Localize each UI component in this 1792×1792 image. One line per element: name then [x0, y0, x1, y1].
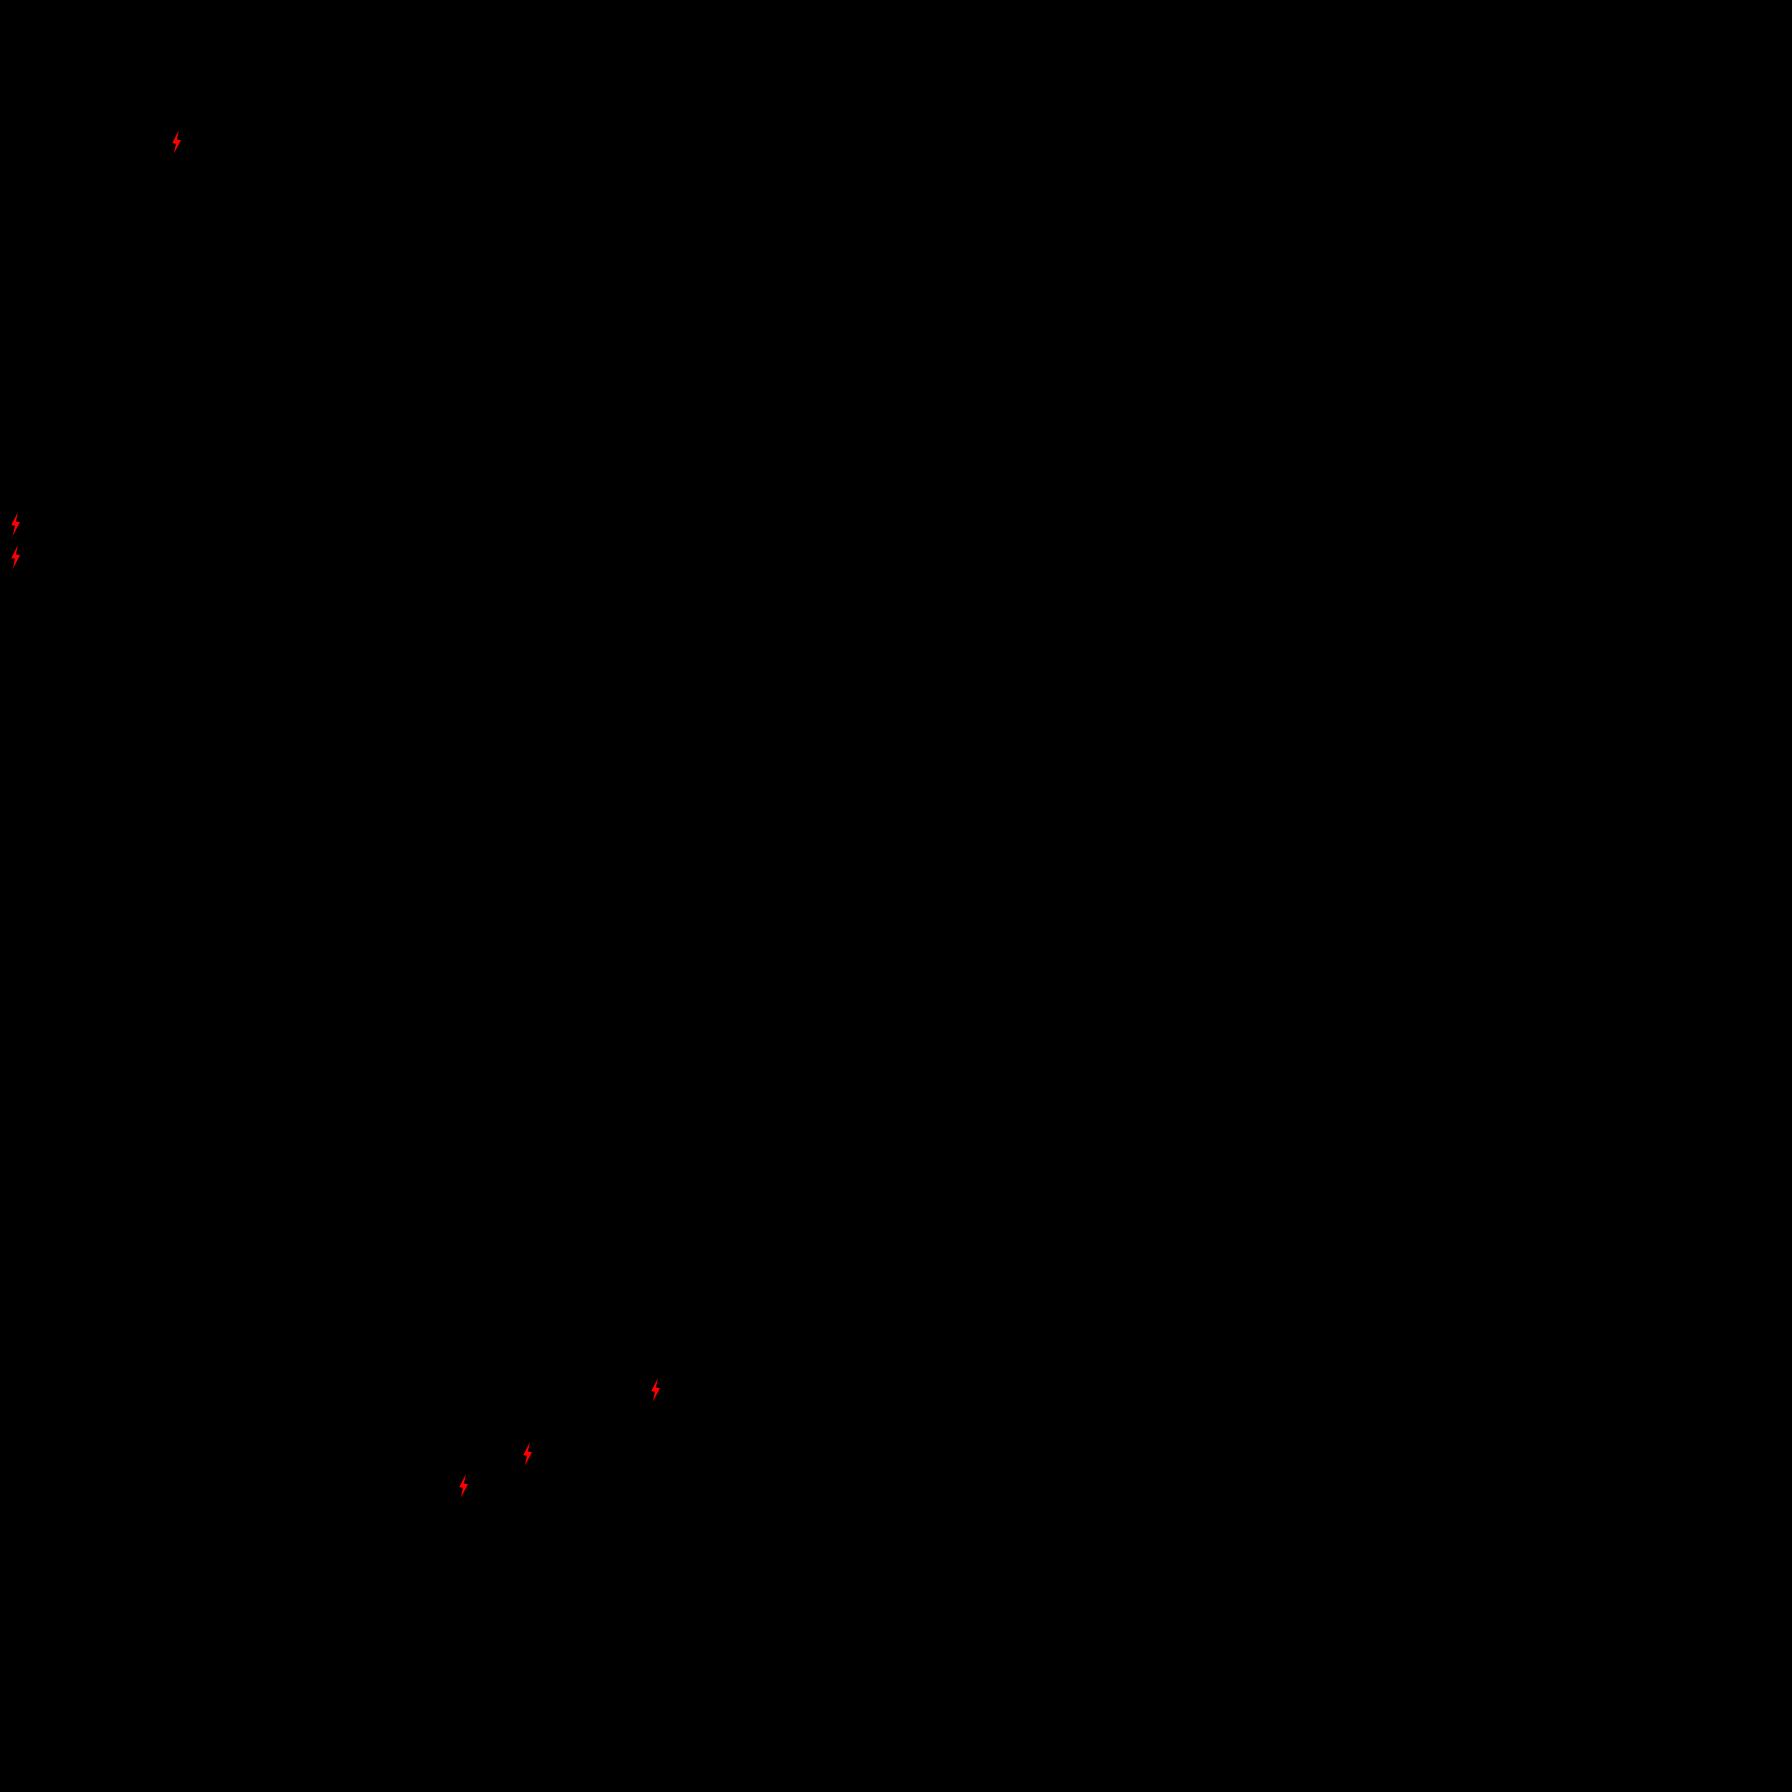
lightning-bolt-icon[interactable]: [9, 545, 23, 569]
lightning-bolt-icon[interactable]: [457, 1474, 471, 1498]
lightning-bolt-icon[interactable]: [9, 512, 23, 536]
lightning-bolt-icon[interactable]: [649, 1378, 663, 1402]
lightning-bolt-icon[interactable]: [170, 130, 184, 154]
lightning-bolt-icon[interactable]: [521, 1442, 535, 1466]
